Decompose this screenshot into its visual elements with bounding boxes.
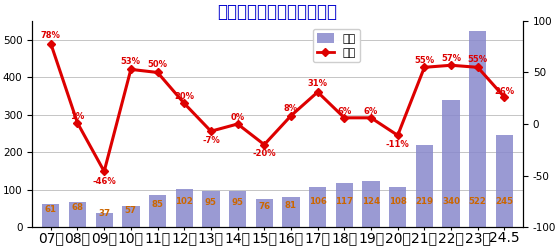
Bar [149,195,166,227]
Text: -46%: -46% [92,177,116,186]
Bar [442,100,459,227]
Text: 81: 81 [285,201,297,210]
Text: 68: 68 [72,203,83,213]
Legend: 出口, 增速: 出口, 增速 [312,29,361,62]
Bar [202,191,220,227]
Bar [335,183,353,227]
Text: 31%: 31% [307,79,328,88]
Text: 124: 124 [362,197,380,206]
Bar [69,202,86,227]
Bar [229,191,247,227]
Text: 522: 522 [469,197,487,206]
Text: 340: 340 [442,197,460,206]
Text: 85: 85 [151,200,163,209]
Bar [96,213,113,227]
Title: 中国汽车整车历年出口走势: 中国汽车整车历年出口走势 [217,3,338,21]
Text: 20%: 20% [174,92,194,101]
Text: 6%: 6% [364,107,378,116]
Text: 57: 57 [125,206,137,215]
Text: 95: 95 [231,198,244,207]
Text: 102: 102 [176,197,193,206]
Bar [309,187,326,227]
Bar [362,181,380,227]
Text: 55%: 55% [468,55,488,63]
Text: 53%: 53% [121,57,141,66]
Text: 219: 219 [415,197,433,206]
Text: -7%: -7% [202,136,220,145]
Text: 76: 76 [258,202,271,211]
Bar [122,206,140,227]
Text: 117: 117 [335,197,353,206]
Text: 245: 245 [495,197,514,206]
Text: 106: 106 [309,197,326,206]
Text: 1%: 1% [70,112,84,121]
Bar [389,186,406,227]
Text: 78%: 78% [41,31,61,40]
Text: 26%: 26% [494,87,514,95]
Bar [42,204,59,227]
Bar [496,135,513,227]
Text: 0%: 0% [230,113,245,122]
Text: 61: 61 [45,205,57,214]
Text: 8%: 8% [284,104,298,113]
Text: -20%: -20% [253,149,276,158]
Text: 108: 108 [389,197,406,206]
Text: 50%: 50% [148,60,168,69]
Bar [416,145,433,227]
Bar [255,199,273,227]
Bar [469,31,486,227]
Bar [176,189,193,227]
Bar [282,197,300,227]
Text: 95: 95 [205,198,217,207]
Text: 6%: 6% [337,107,352,116]
Text: 55%: 55% [414,56,434,65]
Text: -11%: -11% [386,140,410,149]
Text: 37: 37 [98,209,110,218]
Text: 57%: 57% [441,54,461,62]
